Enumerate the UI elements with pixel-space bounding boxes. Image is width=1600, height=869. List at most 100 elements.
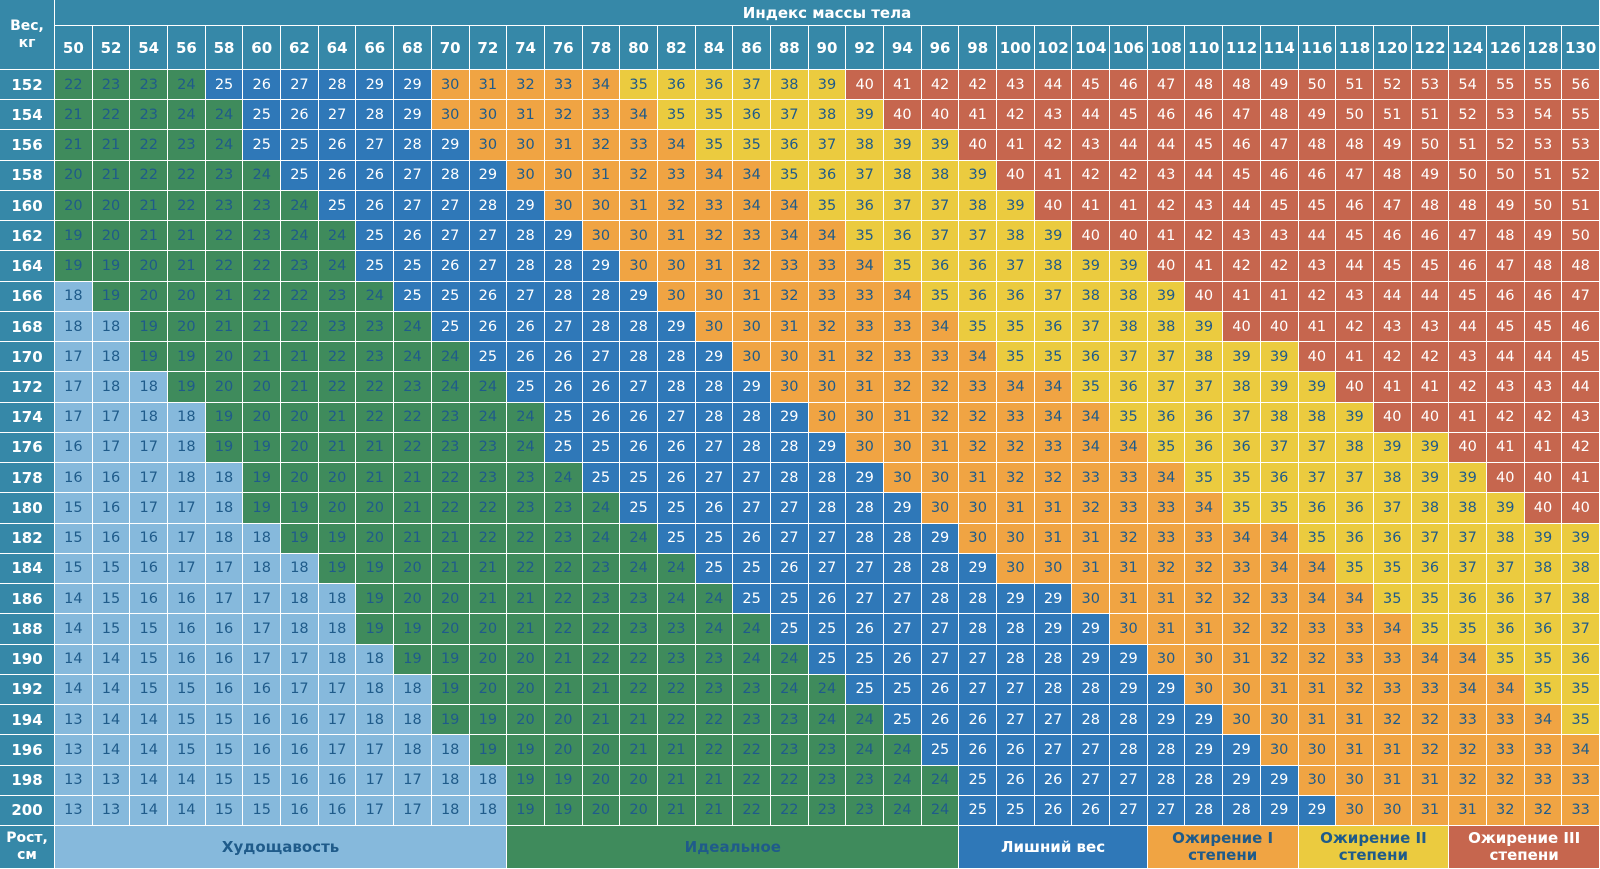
bmi-cell: 28 bbox=[394, 130, 432, 161]
bmi-cell: 22 bbox=[770, 795, 809, 826]
bmi-cell: 32 bbox=[1298, 644, 1337, 675]
bmi-cell: 20 bbox=[243, 372, 282, 403]
bmi-cell: 18 bbox=[205, 493, 244, 524]
bmi-cell: 43 bbox=[1034, 100, 1073, 131]
bmi-cell: 29 bbox=[620, 281, 658, 312]
bmi-cell: 45 bbox=[1411, 251, 1450, 282]
bmi-cell: 13 bbox=[55, 765, 93, 796]
bmi-cell: 13 bbox=[55, 705, 93, 736]
bmi-cell: 25 bbox=[620, 463, 658, 494]
bmi-cell: 24 bbox=[808, 674, 847, 706]
bmi-cell: 35 bbox=[997, 311, 1035, 343]
bmi-cell: 32 bbox=[1411, 705, 1450, 736]
bmi-cell: 44 bbox=[1298, 221, 1337, 252]
bmi-cell: 48 bbox=[1223, 70, 1261, 101]
bmi-cell: 28 bbox=[997, 644, 1035, 675]
bmi-cell: 18 bbox=[55, 311, 93, 343]
bmi-cell: 26 bbox=[318, 160, 357, 191]
bmi-cell: 32 bbox=[1524, 795, 1563, 826]
bmi-cell: 25 bbox=[846, 644, 884, 675]
weight-tick-label: 120 bbox=[1373, 26, 1412, 70]
bmi-cell: 38 bbox=[1034, 251, 1073, 282]
bmi-cell: 30 bbox=[921, 493, 960, 524]
bmi-cell: 34 bbox=[582, 70, 621, 101]
bmi-cell: 19 bbox=[318, 553, 357, 585]
weight-tick-label: 104 bbox=[1072, 26, 1111, 70]
bmi-cell: 33 bbox=[582, 100, 621, 131]
bmi-cell: 28 bbox=[733, 432, 771, 464]
bmi-cell: 23 bbox=[469, 463, 508, 494]
bmi-cell: 56 bbox=[1562, 70, 1600, 101]
bmi-cell: 39 bbox=[1110, 251, 1148, 282]
bmi-cell: 36 bbox=[1034, 311, 1073, 343]
bmi-cell: 22 bbox=[431, 463, 470, 494]
bmi-cell: 35 bbox=[733, 130, 771, 161]
bmi-cell: 15 bbox=[55, 523, 93, 554]
bmi-cell: 28 bbox=[770, 463, 809, 494]
bmi-cell: 45 bbox=[1298, 190, 1337, 222]
bmi-cell: 34 bbox=[1449, 644, 1487, 675]
weight-tick-label: 94 bbox=[884, 26, 922, 70]
bmi-cell: 25 bbox=[318, 190, 357, 222]
bmi-cell: 52 bbox=[1449, 100, 1487, 131]
height-tick-label: 156 bbox=[0, 130, 55, 161]
bmi-cell: 33 bbox=[846, 281, 884, 312]
bmi-cell: 33 bbox=[1411, 674, 1450, 706]
bmi-cell: 17 bbox=[55, 372, 93, 403]
bmi-cell: 35 bbox=[1034, 342, 1073, 373]
bmi-cell: 31 bbox=[1185, 614, 1224, 645]
bmi-cell: 47 bbox=[1260, 130, 1299, 161]
bmi-cell: 22 bbox=[55, 70, 93, 101]
bmi-cell: 29 bbox=[1034, 614, 1073, 645]
height-tick-label: 168 bbox=[0, 311, 55, 343]
bmi-cell: 34 bbox=[884, 281, 922, 312]
bmi-cell: 14 bbox=[168, 795, 206, 826]
bmi-cell: 18 bbox=[394, 705, 432, 736]
bmi-cell: 32 bbox=[1110, 523, 1148, 554]
bmi-cell: 20 bbox=[168, 311, 206, 343]
bmi-cell: 24 bbox=[394, 311, 432, 343]
bmi-cell: 24 bbox=[808, 705, 847, 736]
bmi-cell: 26 bbox=[695, 493, 734, 524]
bmi-cell: 30 bbox=[1373, 795, 1412, 826]
bmi-cell: 15 bbox=[130, 614, 169, 645]
bmi-cell: 32 bbox=[1223, 584, 1261, 615]
bmi-cell: 24 bbox=[657, 584, 696, 615]
bmi-cell: 17 bbox=[205, 553, 244, 585]
bmi-cell: 19 bbox=[55, 251, 93, 282]
bmi-cell: 40 bbox=[1260, 311, 1299, 343]
bmi-cell: 40 bbox=[1486, 463, 1525, 494]
bmi-cell: 34 bbox=[770, 190, 809, 222]
bmi-cell: 26 bbox=[318, 130, 357, 161]
weight-tick-label: 98 bbox=[959, 26, 998, 70]
bmi-cell: 21 bbox=[620, 735, 658, 766]
bmi-cell: 39 bbox=[1373, 432, 1412, 464]
bmi-cell: 25 bbox=[356, 221, 395, 252]
bmi-cell: 41 bbox=[1298, 311, 1337, 343]
weight-tick-label: 54 bbox=[130, 26, 169, 70]
bmi-cell: 32 bbox=[770, 281, 809, 312]
weight-tick-label: 82 bbox=[657, 26, 696, 70]
bmi-cell: 27 bbox=[1110, 765, 1148, 796]
bmi-cell: 30 bbox=[1072, 584, 1111, 615]
bmi-cell: 33 bbox=[770, 251, 809, 282]
bmi-cell: 35 bbox=[959, 311, 998, 343]
bmi-cell: 17 bbox=[55, 402, 93, 433]
bmi-cell: 43 bbox=[1336, 281, 1374, 312]
bmi-cell: 30 bbox=[507, 130, 545, 161]
bmi-cell: 14 bbox=[92, 644, 131, 675]
bmi-cell: 21 bbox=[582, 705, 621, 736]
bmi-cell: 19 bbox=[469, 735, 508, 766]
bmi-cell: 28 bbox=[921, 553, 960, 585]
bmi-cell: 19 bbox=[356, 614, 395, 645]
bmi-cell: 41 bbox=[1336, 342, 1374, 373]
bmi-cell: 30 bbox=[1185, 644, 1224, 675]
bmi-cell: 23 bbox=[281, 251, 319, 282]
bmi-cell: 45 bbox=[1373, 251, 1412, 282]
bmi-cell: 39 bbox=[959, 160, 998, 191]
bmi-cell: 22 bbox=[620, 674, 658, 706]
bmi-cell: 16 bbox=[281, 735, 319, 766]
bmi-cell: 29 bbox=[1223, 765, 1261, 796]
bmi-cell: 35 bbox=[695, 130, 734, 161]
bmi-cell: 17 bbox=[92, 432, 131, 464]
